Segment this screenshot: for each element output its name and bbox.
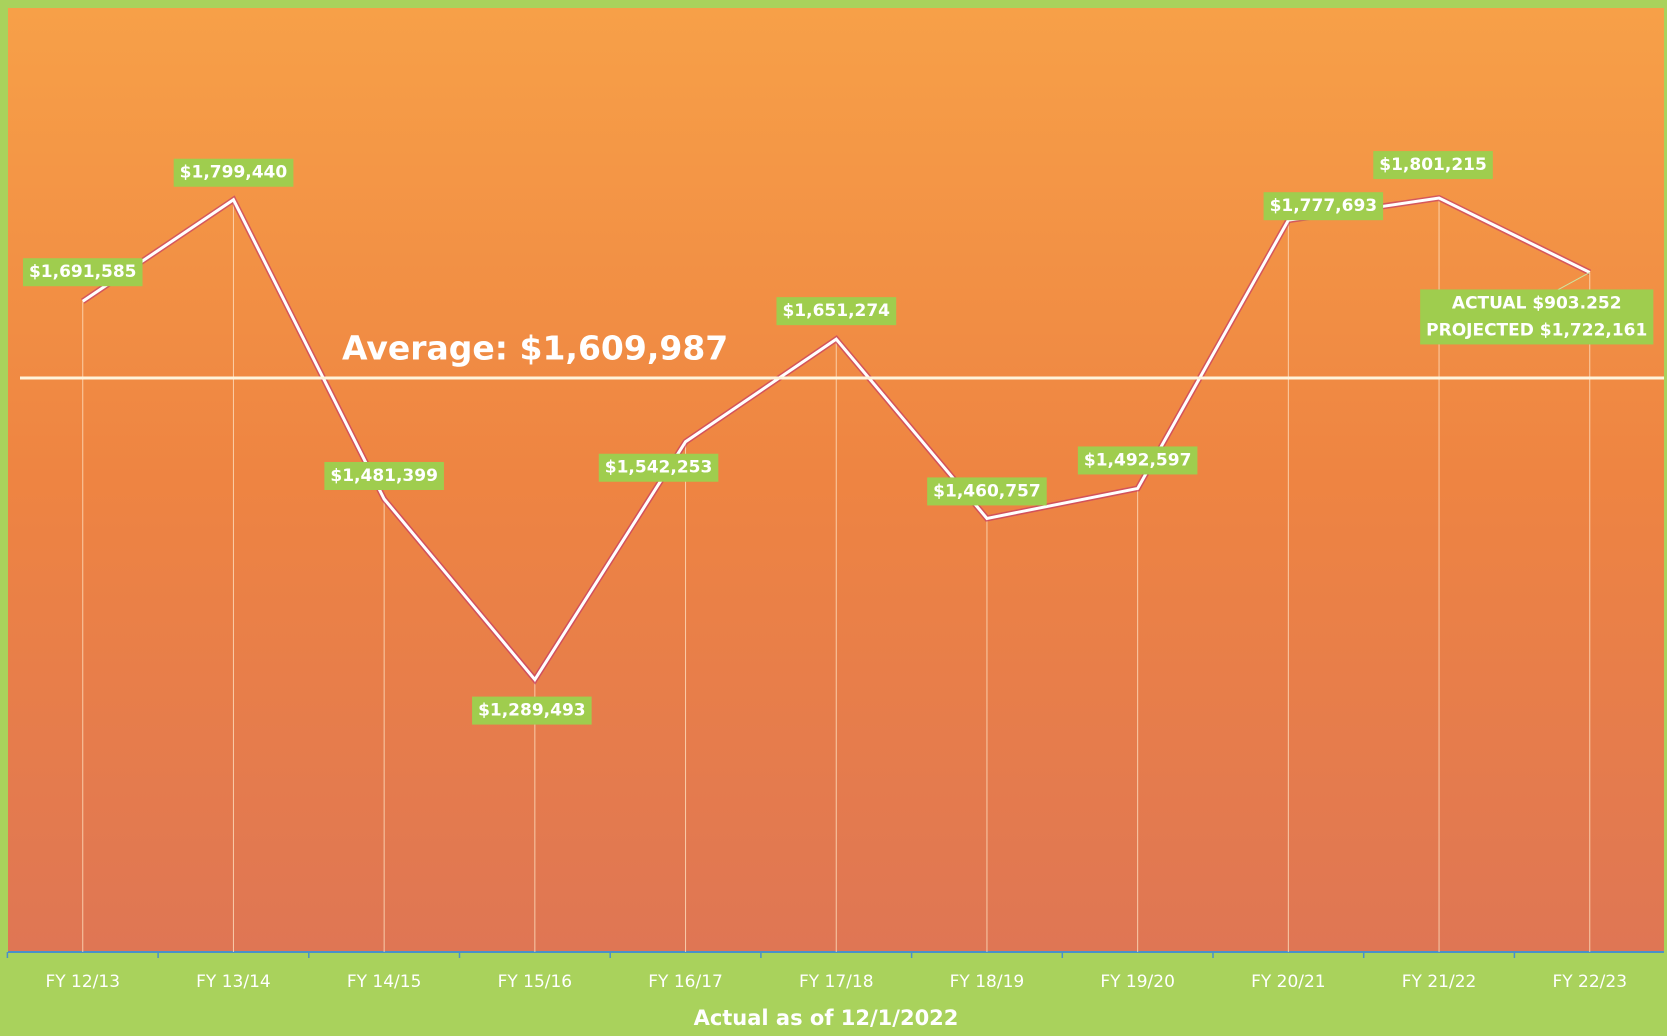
label-box [776,297,897,326]
x-tick-label: FY 20/21 [1251,972,1326,992]
data-label: $1,542,253 [598,453,719,482]
data-label: $1,481,399 [324,462,444,491]
label-box [22,258,143,287]
x-axis-title: Actual as of 12/1/2022 [694,1006,959,1030]
label-box [1373,151,1493,180]
data-label: $1,801,215 [1373,151,1493,180]
label-box [1077,446,1198,475]
data-label: PROJECTED $1,722,161 ACTUAL $903.252 [1420,272,1654,345]
value-label: $1,492,597 [1084,450,1192,470]
x-tick-label: FY 16/17 [648,972,723,992]
data-label: $1,691,585 [22,258,143,287]
x-tick-label: FY 15/16 [498,972,573,992]
x-tick-label: FY 12/13 [45,972,120,992]
x-tick-label: FY 22/23 [1552,972,1627,992]
value-label: $1,799,440 [180,163,288,183]
label-box [173,158,294,187]
value-label: $1,691,585 [29,262,137,282]
data-label: $1,799,440 [173,158,294,187]
data-label: $1,777,693 [1263,192,1384,221]
label-box [927,477,1047,506]
value-label: $1,777,693 [1270,196,1378,216]
x-tick-label: FY 17/18 [799,972,874,992]
annotation: ACTUAL $903.252 [1452,293,1622,313]
x-tick-label: FY 13/14 [196,972,271,992]
average-label: Average: $1,609,987 [342,329,728,368]
label-box [1263,192,1384,221]
value-label: PROJECTED $1,722,161 [1426,320,1647,340]
x-tick-label: FY 18/19 [950,972,1025,992]
data-label: $1,651,274 [776,297,897,326]
label-box [598,453,719,482]
value-label: $1,542,253 [605,458,713,478]
x-tick-label: FY 19/20 [1100,972,1175,992]
value-label: $1,481,399 [330,466,438,486]
leader-line [1556,272,1590,291]
label-box [472,696,592,725]
label-box [324,462,444,491]
x-tick-label: FY 21/22 [1402,972,1477,992]
data-label: $1,289,493 [472,696,592,725]
value-label: $1,460,757 [933,481,1041,501]
value-label: $1,289,493 [478,701,586,721]
data-label: $1,460,757 [927,477,1047,506]
value-label: $1,651,274 [782,301,890,321]
x-tick-label: FY 14/15 [347,972,422,992]
label-box [1420,289,1654,345]
value-label: $1,801,215 [1379,155,1487,175]
data-label: $1,492,597 [1077,446,1198,475]
